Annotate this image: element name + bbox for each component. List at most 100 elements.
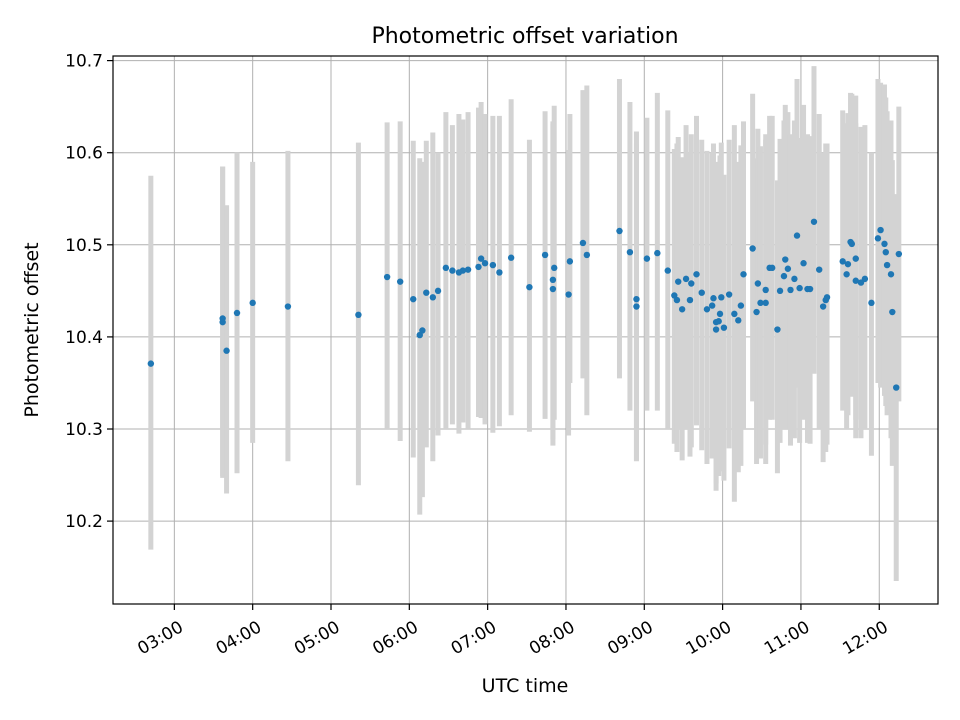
data-point	[725, 291, 733, 298]
data-point	[233, 309, 241, 317]
data-point	[762, 286, 769, 294]
data-point	[464, 266, 472, 273]
data-point	[784, 265, 792, 272]
data-point	[423, 289, 430, 296]
data-point	[616, 227, 623, 235]
data-point	[459, 267, 467, 274]
data-point	[549, 276, 557, 284]
data-point	[710, 295, 717, 302]
data-point	[688, 280, 695, 287]
data-point	[749, 245, 756, 252]
data-point	[583, 251, 591, 259]
data-point	[861, 275, 869, 283]
data-point	[776, 287, 784, 295]
chart-title: Photometric offset variation	[371, 24, 678, 49]
data-point	[819, 303, 827, 310]
data-point	[434, 287, 442, 295]
data-point	[481, 260, 489, 267]
data-point	[800, 260, 807, 267]
axes-frame	[112, 55, 939, 605]
data-point	[753, 308, 760, 316]
data-point	[883, 261, 891, 269]
data-point	[551, 264, 558, 272]
data-point	[383, 273, 391, 281]
data-point	[715, 318, 722, 325]
data-point	[796, 284, 803, 292]
data-point	[844, 260, 852, 268]
data-point	[686, 296, 694, 304]
data-point	[882, 248, 889, 256]
data-point	[848, 240, 856, 248]
y-axis-label: Photometric offset	[21, 242, 43, 417]
data-point	[475, 263, 482, 271]
y-tick-label: 10.7	[65, 52, 103, 72]
data-point	[643, 255, 651, 262]
data-point	[877, 226, 884, 234]
data-point	[754, 280, 762, 287]
data-point	[673, 296, 681, 304]
data-point	[708, 302, 716, 309]
data-point	[654, 249, 661, 257]
data-point	[664, 267, 671, 274]
data-point	[449, 267, 456, 274]
data-point	[889, 308, 896, 316]
y-tick-label: 10.3	[65, 420, 103, 440]
data-point	[419, 327, 426, 334]
data-point	[806, 285, 814, 293]
data-point	[703, 306, 711, 313]
data-points	[147, 218, 903, 391]
data-point	[410, 295, 417, 303]
data-point	[682, 275, 690, 283]
data-point	[219, 315, 226, 322]
data-point	[678, 306, 686, 313]
data-point	[579, 239, 587, 247]
data-point	[762, 299, 769, 307]
data-point	[489, 261, 497, 269]
data-point	[675, 278, 682, 285]
data-point	[823, 294, 831, 301]
y-tick-label: 10.2	[65, 512, 103, 532]
data-point	[355, 311, 362, 319]
data-point	[731, 310, 738, 318]
data-point	[716, 310, 724, 318]
data-point	[839, 258, 846, 265]
data-point	[442, 264, 450, 272]
data-point	[549, 285, 557, 293]
data-point	[769, 264, 776, 272]
data-point	[720, 324, 728, 331]
data-point	[791, 275, 798, 283]
data-point	[893, 384, 900, 391]
data-point	[895, 250, 903, 258]
data-point	[793, 232, 801, 239]
data-point	[526, 283, 533, 291]
data-point	[782, 256, 789, 263]
data-point	[810, 218, 818, 225]
y-tick-label: 10.5	[65, 236, 103, 256]
data-point	[718, 294, 725, 301]
data-point	[737, 302, 745, 309]
data-point	[147, 360, 155, 367]
data-point	[852, 255, 859, 262]
data-point	[565, 291, 572, 298]
y-tick-label: 10.4	[65, 328, 103, 348]
data-point	[774, 326, 781, 333]
data-point	[223, 347, 230, 354]
data-point	[633, 303, 640, 310]
data-point	[693, 271, 700, 278]
data-point	[843, 271, 850, 278]
data-point	[507, 254, 515, 261]
data-point	[757, 299, 764, 307]
data-point	[396, 278, 404, 285]
data-point	[712, 326, 720, 333]
y-axis-ticks: 10.2 10.3 10.4 10.5 10.6 10.7	[65, 52, 113, 532]
data-point	[874, 235, 882, 242]
data-point	[541, 251, 549, 259]
x-axis-label: UTC time	[482, 675, 569, 697]
data-point	[284, 303, 292, 310]
y-tick-label: 10.6	[65, 144, 103, 164]
data-point	[477, 255, 485, 262]
data-point	[787, 286, 794, 294]
data-point	[740, 271, 747, 278]
data-point	[249, 299, 256, 307]
data-point	[887, 271, 895, 278]
